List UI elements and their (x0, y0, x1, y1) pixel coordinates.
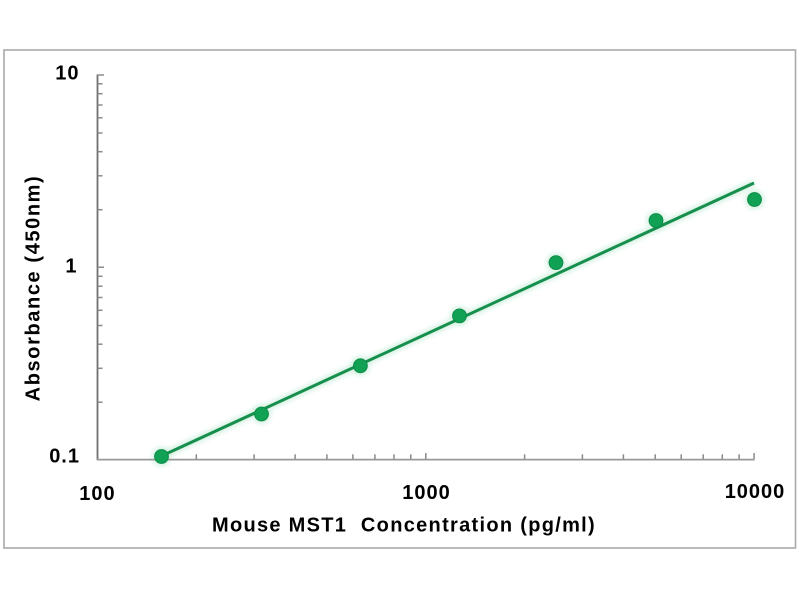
svg-text:1000: 1000 (402, 482, 451, 504)
svg-text:10: 10 (55, 63, 79, 85)
svg-text:10000: 10000 (725, 481, 786, 503)
svg-text:Absorbance (450nm): Absorbance (450nm) (23, 175, 45, 402)
svg-text:100: 100 (79, 483, 115, 505)
svg-text:Mouse MST1 Concentration (pg/: Mouse MST1 Concentration (pg/ml) (212, 515, 596, 537)
svg-text:0.1: 0.1 (49, 446, 80, 468)
svg-text:1: 1 (65, 256, 77, 278)
